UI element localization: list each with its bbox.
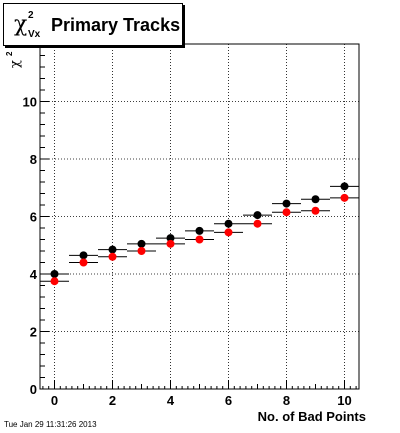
data-point bbox=[195, 226, 204, 235]
y-tick-label: 0 bbox=[30, 382, 37, 397]
data-point bbox=[108, 245, 117, 254]
title-box: χ 2 Vx Primary Tracks bbox=[3, 3, 183, 46]
data-points bbox=[40, 182, 359, 286]
data-point bbox=[253, 219, 262, 228]
data-point bbox=[108, 252, 117, 261]
data-point bbox=[137, 247, 146, 255]
y-tick-label: 6 bbox=[30, 210, 37, 225]
data-point bbox=[166, 239, 175, 248]
y-axis-title-text: χ bbox=[8, 60, 22, 68]
axis-ticks bbox=[40, 43, 357, 390]
data-point bbox=[340, 182, 349, 191]
y-tick-label: 8 bbox=[30, 152, 37, 167]
x-tick-label: 0 bbox=[51, 393, 58, 408]
data-point bbox=[253, 211, 262, 220]
x-tick-label: 8 bbox=[283, 393, 290, 408]
x-axis-title: No. of Bad Points bbox=[258, 409, 366, 424]
y-tick-label: 4 bbox=[30, 267, 38, 282]
data-point bbox=[79, 251, 88, 260]
title-subscript: Vx bbox=[28, 29, 41, 40]
x-tick-label: 4 bbox=[167, 393, 175, 408]
grid bbox=[40, 44, 359, 389]
data-point bbox=[311, 195, 320, 204]
y-tick-label: 2 bbox=[30, 325, 37, 340]
title-text: Primary Tracks bbox=[51, 15, 181, 35]
data-point bbox=[282, 199, 291, 208]
data-point bbox=[79, 258, 88, 267]
y-axis-title: χ 2 bbox=[5, 48, 23, 70]
tick-labels: 0 2 4 6 8 10 0 2 4 6 8 10 bbox=[23, 95, 352, 409]
data-point bbox=[50, 270, 59, 278]
data-point bbox=[50, 277, 59, 286]
data-point bbox=[224, 219, 233, 228]
x-tick-label: 6 bbox=[225, 393, 232, 408]
title-chi-symbol: χ bbox=[14, 12, 28, 37]
data-point bbox=[311, 206, 320, 215]
data-point bbox=[166, 234, 175, 243]
y-tick-label: 10 bbox=[23, 95, 37, 110]
data-point bbox=[195, 235, 204, 244]
data-point bbox=[340, 193, 349, 202]
x-tick-label: 10 bbox=[337, 393, 351, 408]
data-point bbox=[282, 208, 291, 217]
y-axis-title-superscript: 2 bbox=[6, 51, 14, 56]
timestamp: Tue Jan 29 11:31:26 2013 bbox=[4, 420, 97, 429]
x-tick-label: 2 bbox=[109, 393, 116, 408]
data-point bbox=[137, 239, 146, 248]
data-point bbox=[224, 228, 233, 237]
title-superscript: 2 bbox=[28, 10, 34, 21]
